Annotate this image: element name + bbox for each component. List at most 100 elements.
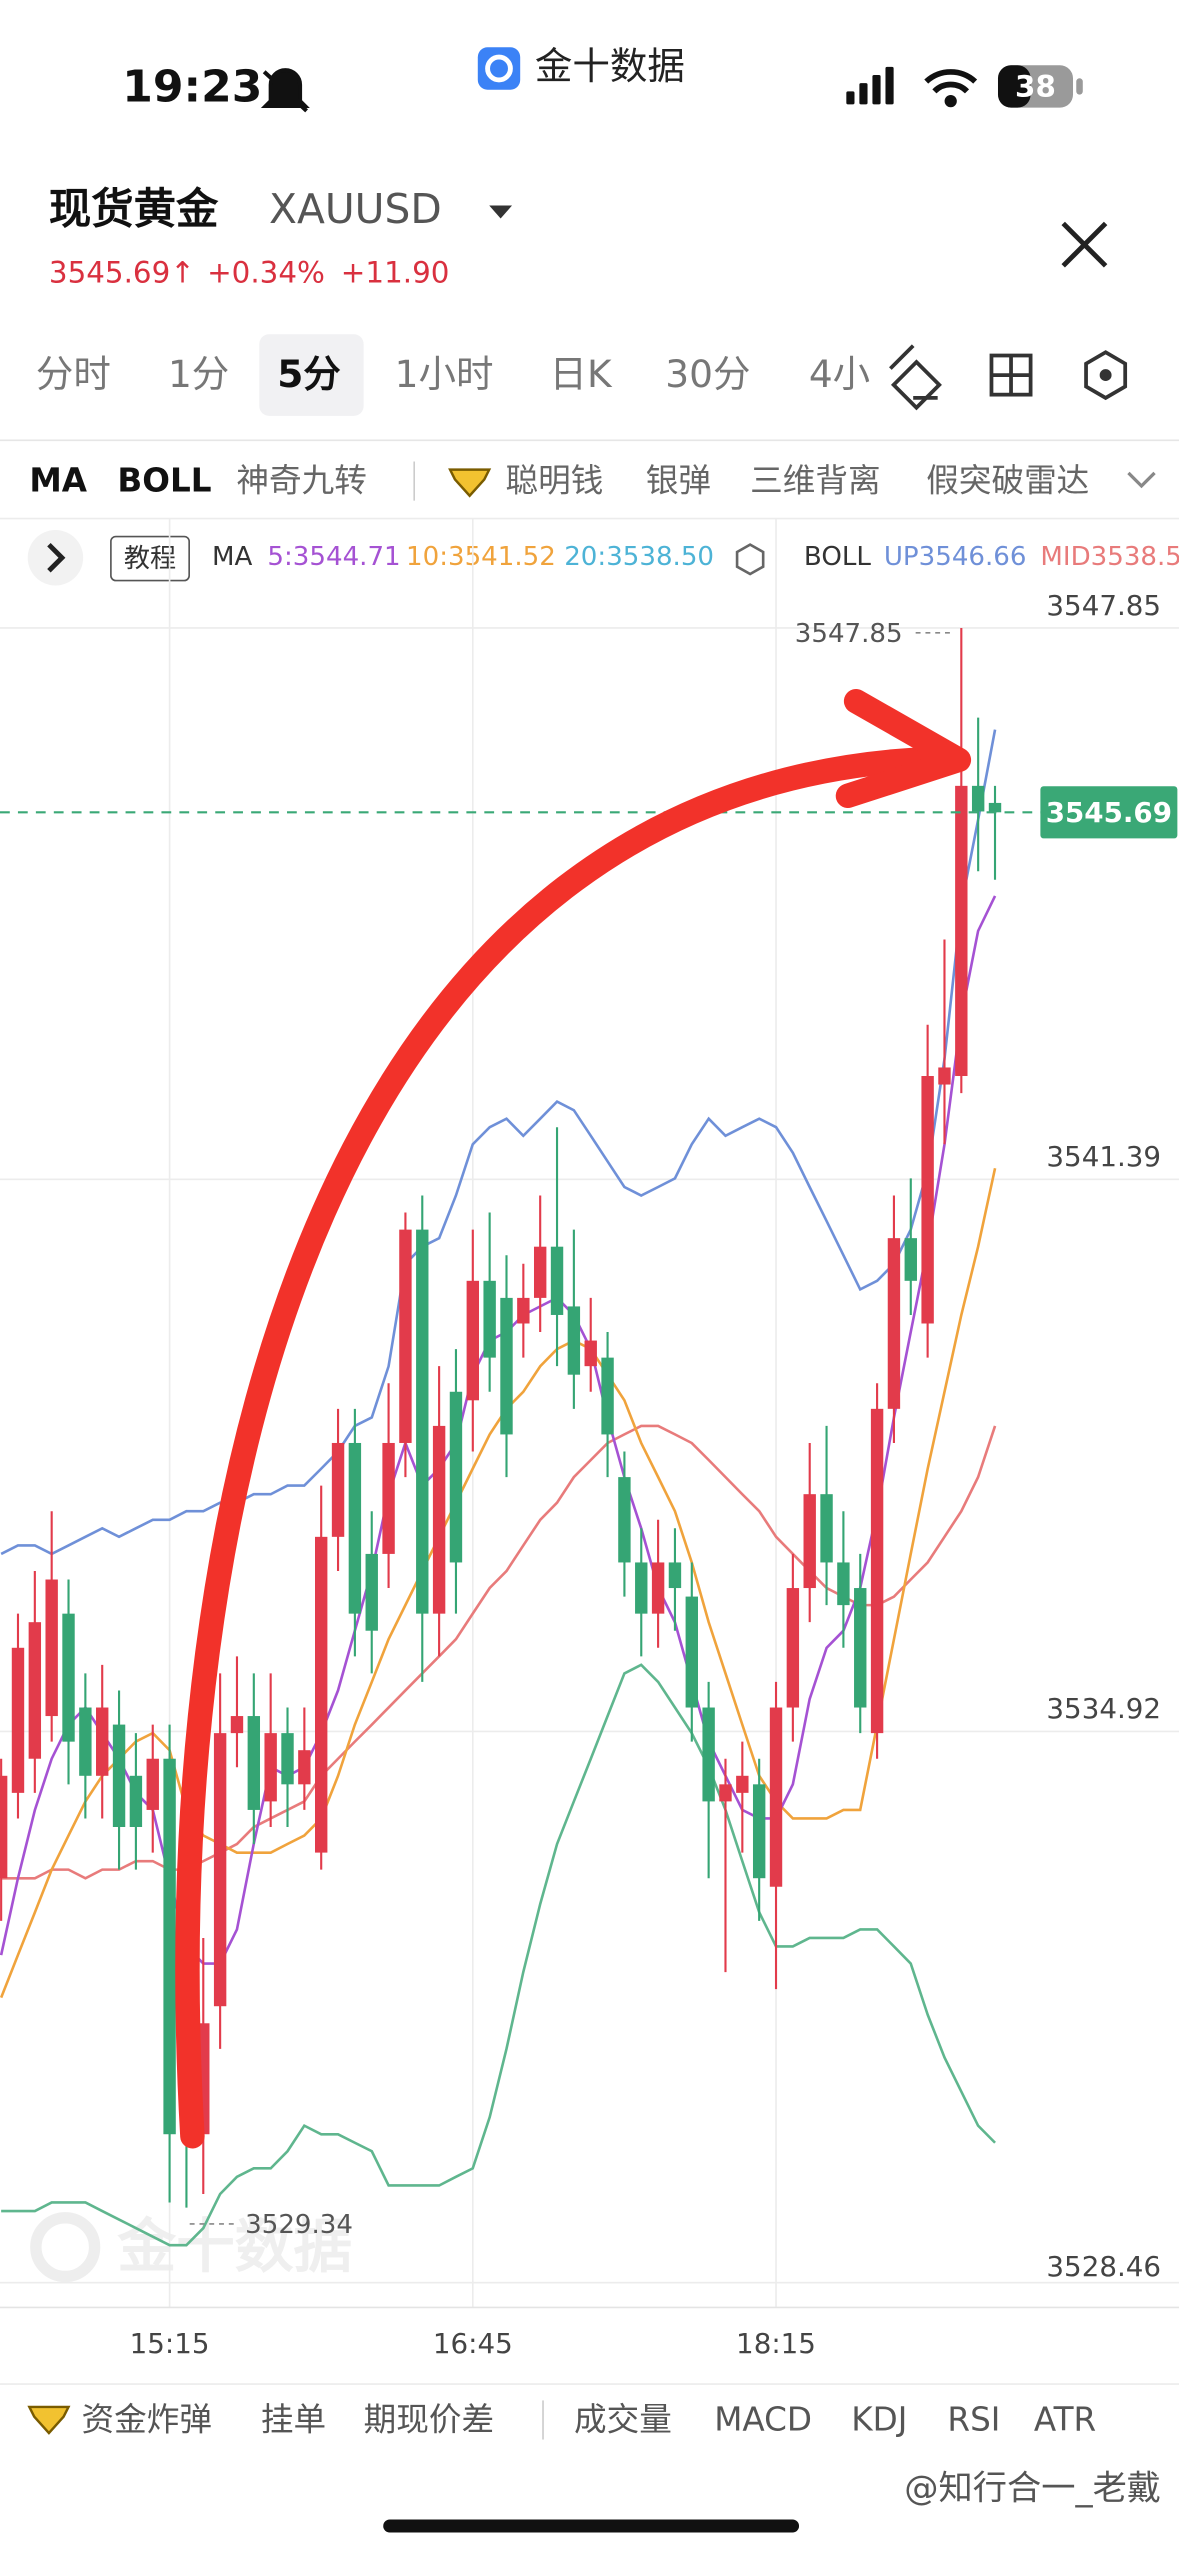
draw-icon[interactable] [889,344,942,411]
timeframe-tab[interactable]: 30分 [665,352,750,396]
y-tick-label: 3528.46 [1046,2250,1161,2283]
indicator-tab[interactable]: 假突破雷达 [926,462,1089,500]
indicator-tab[interactable]: MA [29,462,87,500]
expand-button[interactable] [27,529,84,586]
instrument-symbol[interactable]: XAUUSD [269,185,442,233]
candle-body [247,1716,261,1810]
candle-body [668,1562,682,1589]
timeframe-tab[interactable]: 4小 [809,352,870,396]
candle-body [533,1246,547,1298]
dropdown-arrow[interactable] [489,205,513,219]
indicator-tab[interactable]: 聪明钱 [506,462,604,500]
candle-body [938,1067,951,1085]
sub-indicator-tab[interactable]: ATR [1034,2401,1096,2439]
candle-body [837,1562,850,1606]
timeframe-tab[interactable]: 1小时 [395,352,494,396]
indicator-line [0,729,997,1556]
candle-body [45,1579,58,1717]
sub-indicator-tab[interactable]: KDJ [851,2401,907,2439]
high-marker-label: 3547.85 [795,619,903,649]
settings-icon[interactable] [1084,350,1128,401]
indicator-tab[interactable]: 神奇九转 [236,462,366,500]
watermark-logo-icon [30,2212,101,2283]
candle-body [449,1391,463,1563]
candle-body [702,1707,715,1802]
candle-body [298,1750,311,1785]
candle-body [11,1647,25,1793]
home-indicator [383,2519,800,2533]
wifi-icon [924,69,978,108]
expand-icon[interactable] [1127,471,1156,489]
ma-settings-icon[interactable] [735,543,765,576]
ma10-label: 10:3541.52 [406,542,556,572]
candle-body [163,1758,176,2135]
quote-change: +11.90 [341,255,450,289]
timeframe-tab[interactable]: 5分 [277,352,341,396]
chevron [47,542,66,573]
candle-body [28,1622,42,1759]
candle-body [399,1229,412,1443]
diamond-icon [448,468,492,498]
candle-body [786,1588,800,1708]
close-button[interactable] [1061,221,1108,268]
sub-indicator-tab[interactable]: RSI [947,2401,1000,2439]
candle-body [887,1238,901,1409]
candle-body [769,1707,783,1887]
candle-body [904,1238,917,1281]
candle-body [0,1775,8,1879]
candle-body [348,1442,362,1614]
app-name: 金十数据 [535,44,685,88]
indicator-tab[interactable]: BOLL [117,462,211,500]
sub-indicator-tab[interactable]: 资金炸弹 [82,2401,212,2439]
ma20-label: 20:3538.50 [564,542,714,572]
candle-body [129,1775,143,1828]
timeframe-tab[interactable]: 分时 [36,352,111,396]
candle-body [955,785,968,1077]
sub-indicator-tab[interactable]: 期现价差 [364,2401,494,2439]
candle-body [803,1494,816,1589]
candle-body [79,1707,92,1776]
tutorial-box[interactable] [110,535,190,582]
candle-body [601,1357,614,1435]
timeframe-tab[interactable]: 1分 [168,352,229,396]
battery-level: 38 [1015,70,1056,104]
candle-body [281,1733,294,1785]
sub-indicator-tab[interactable]: MACD [714,2401,812,2439]
layout-icon[interactable] [989,353,1033,397]
y-tick-label: 3541.39 [1046,1140,1161,1173]
candle-body [382,1442,395,1554]
candle-body [96,1707,109,1776]
candle-body [264,1733,277,1802]
candle-body [230,1716,244,1734]
battery-icon [997,65,1083,108]
boll-up-label: UP3546.66 [884,542,1027,572]
timeframe-tab[interactable]: 日K [550,352,613,396]
candle-body [432,1425,446,1614]
candle-body [331,1442,345,1537]
candle-body [112,1724,126,1828]
app-logo [477,47,521,90]
boll-mid-label: MID3538.5 [1040,542,1179,572]
indicator-tab[interactable]: 银弹 [646,462,711,500]
annotation-arrow [175,688,972,2149]
indicator-tab[interactable]: 三维背离 [750,462,880,500]
sub-indicator-tab[interactable]: 成交量 [574,2401,672,2439]
boll-label: BOLL [804,542,871,572]
y-tick-label: 3534.92 [1046,1692,1161,1725]
watermark-logo: 金十数据 [116,2212,352,2280]
candle-body [988,802,1002,813]
x-tick-label: 16:45 [433,2327,513,2360]
candle-body [550,1246,564,1315]
low-marker-label: 3529.34 [245,2210,353,2240]
x-tick-label: 15:15 [130,2327,210,2360]
candle-body [213,1733,227,2007]
candle-body [635,1562,648,1614]
candle-body [146,1758,159,1810]
candle-body [500,1297,513,1435]
clock: 19:23 [122,62,262,113]
candle-body [736,1775,749,1793]
tutorial-label[interactable]: 教程 [124,544,176,574]
sub-indicator-tab[interactable]: 挂单 [261,2401,326,2439]
candle-body [584,1340,597,1367]
